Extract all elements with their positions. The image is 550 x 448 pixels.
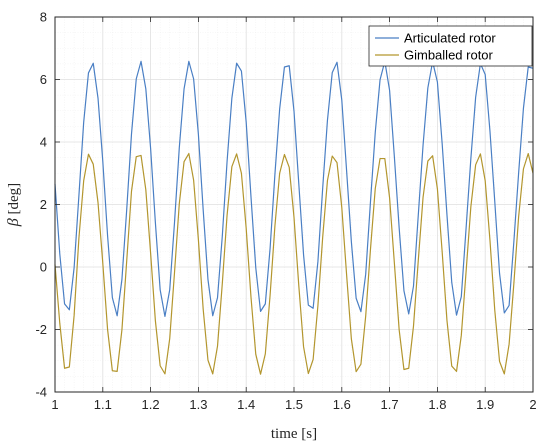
- x-tick-label: 1.2: [142, 397, 160, 412]
- ticks: [54, 16, 534, 393]
- legend-entry-gimballed-rotor: Gimballed rotor: [404, 48, 494, 63]
- x-tick-label: 1.8: [428, 397, 446, 412]
- legend-box: [368, 25, 533, 67]
- legend: Articulated rotor Gimballed rotor: [368, 25, 533, 67]
- y-tick-label: 4: [40, 135, 47, 150]
- x-axis-label: time [s]: [271, 426, 317, 442]
- tick-labels: 1 1.1 1.2 1.3 1.4 1.5 1.6 1.7 1.8 1.9 2 -4 -2 0 2 4 6 8: [35, 10, 536, 413]
- x-tick-label: 1.7: [381, 397, 399, 412]
- series-line-articulated-rotor: [54, 60, 534, 317]
- series-layer: [54, 60, 534, 375]
- x-tick-label: 1.6: [333, 397, 351, 412]
- x-tick-label: 1.3: [189, 397, 207, 412]
- y-tick-label: 0: [40, 260, 47, 275]
- legend-entry-articulated-rotor: Articulated rotor: [404, 31, 496, 46]
- x-tick-label: 1.9: [476, 397, 494, 412]
- x-tick-label: 2: [529, 397, 536, 412]
- y-tick-label: -2: [35, 322, 47, 337]
- svg-text:β [deg]: β [deg]: [5, 183, 22, 227]
- y-axis-unit: [deg]: [6, 183, 22, 215]
- x-tick-label: 1: [51, 397, 58, 412]
- y-axis-symbol: β: [5, 218, 22, 227]
- y-axis-label: β [deg]: [5, 183, 22, 227]
- y-tick-label: 2: [40, 197, 47, 212]
- y-tick-label: -4: [35, 385, 47, 400]
- x-tick-label: 1.4: [237, 397, 255, 412]
- series-line-gimballed-rotor: [54, 152, 534, 375]
- x-tick-label: 1.5: [285, 397, 303, 412]
- x-tick-label: 1.1: [94, 397, 112, 412]
- y-tick-label: 8: [40, 10, 47, 25]
- y-tick-label: 6: [40, 72, 47, 87]
